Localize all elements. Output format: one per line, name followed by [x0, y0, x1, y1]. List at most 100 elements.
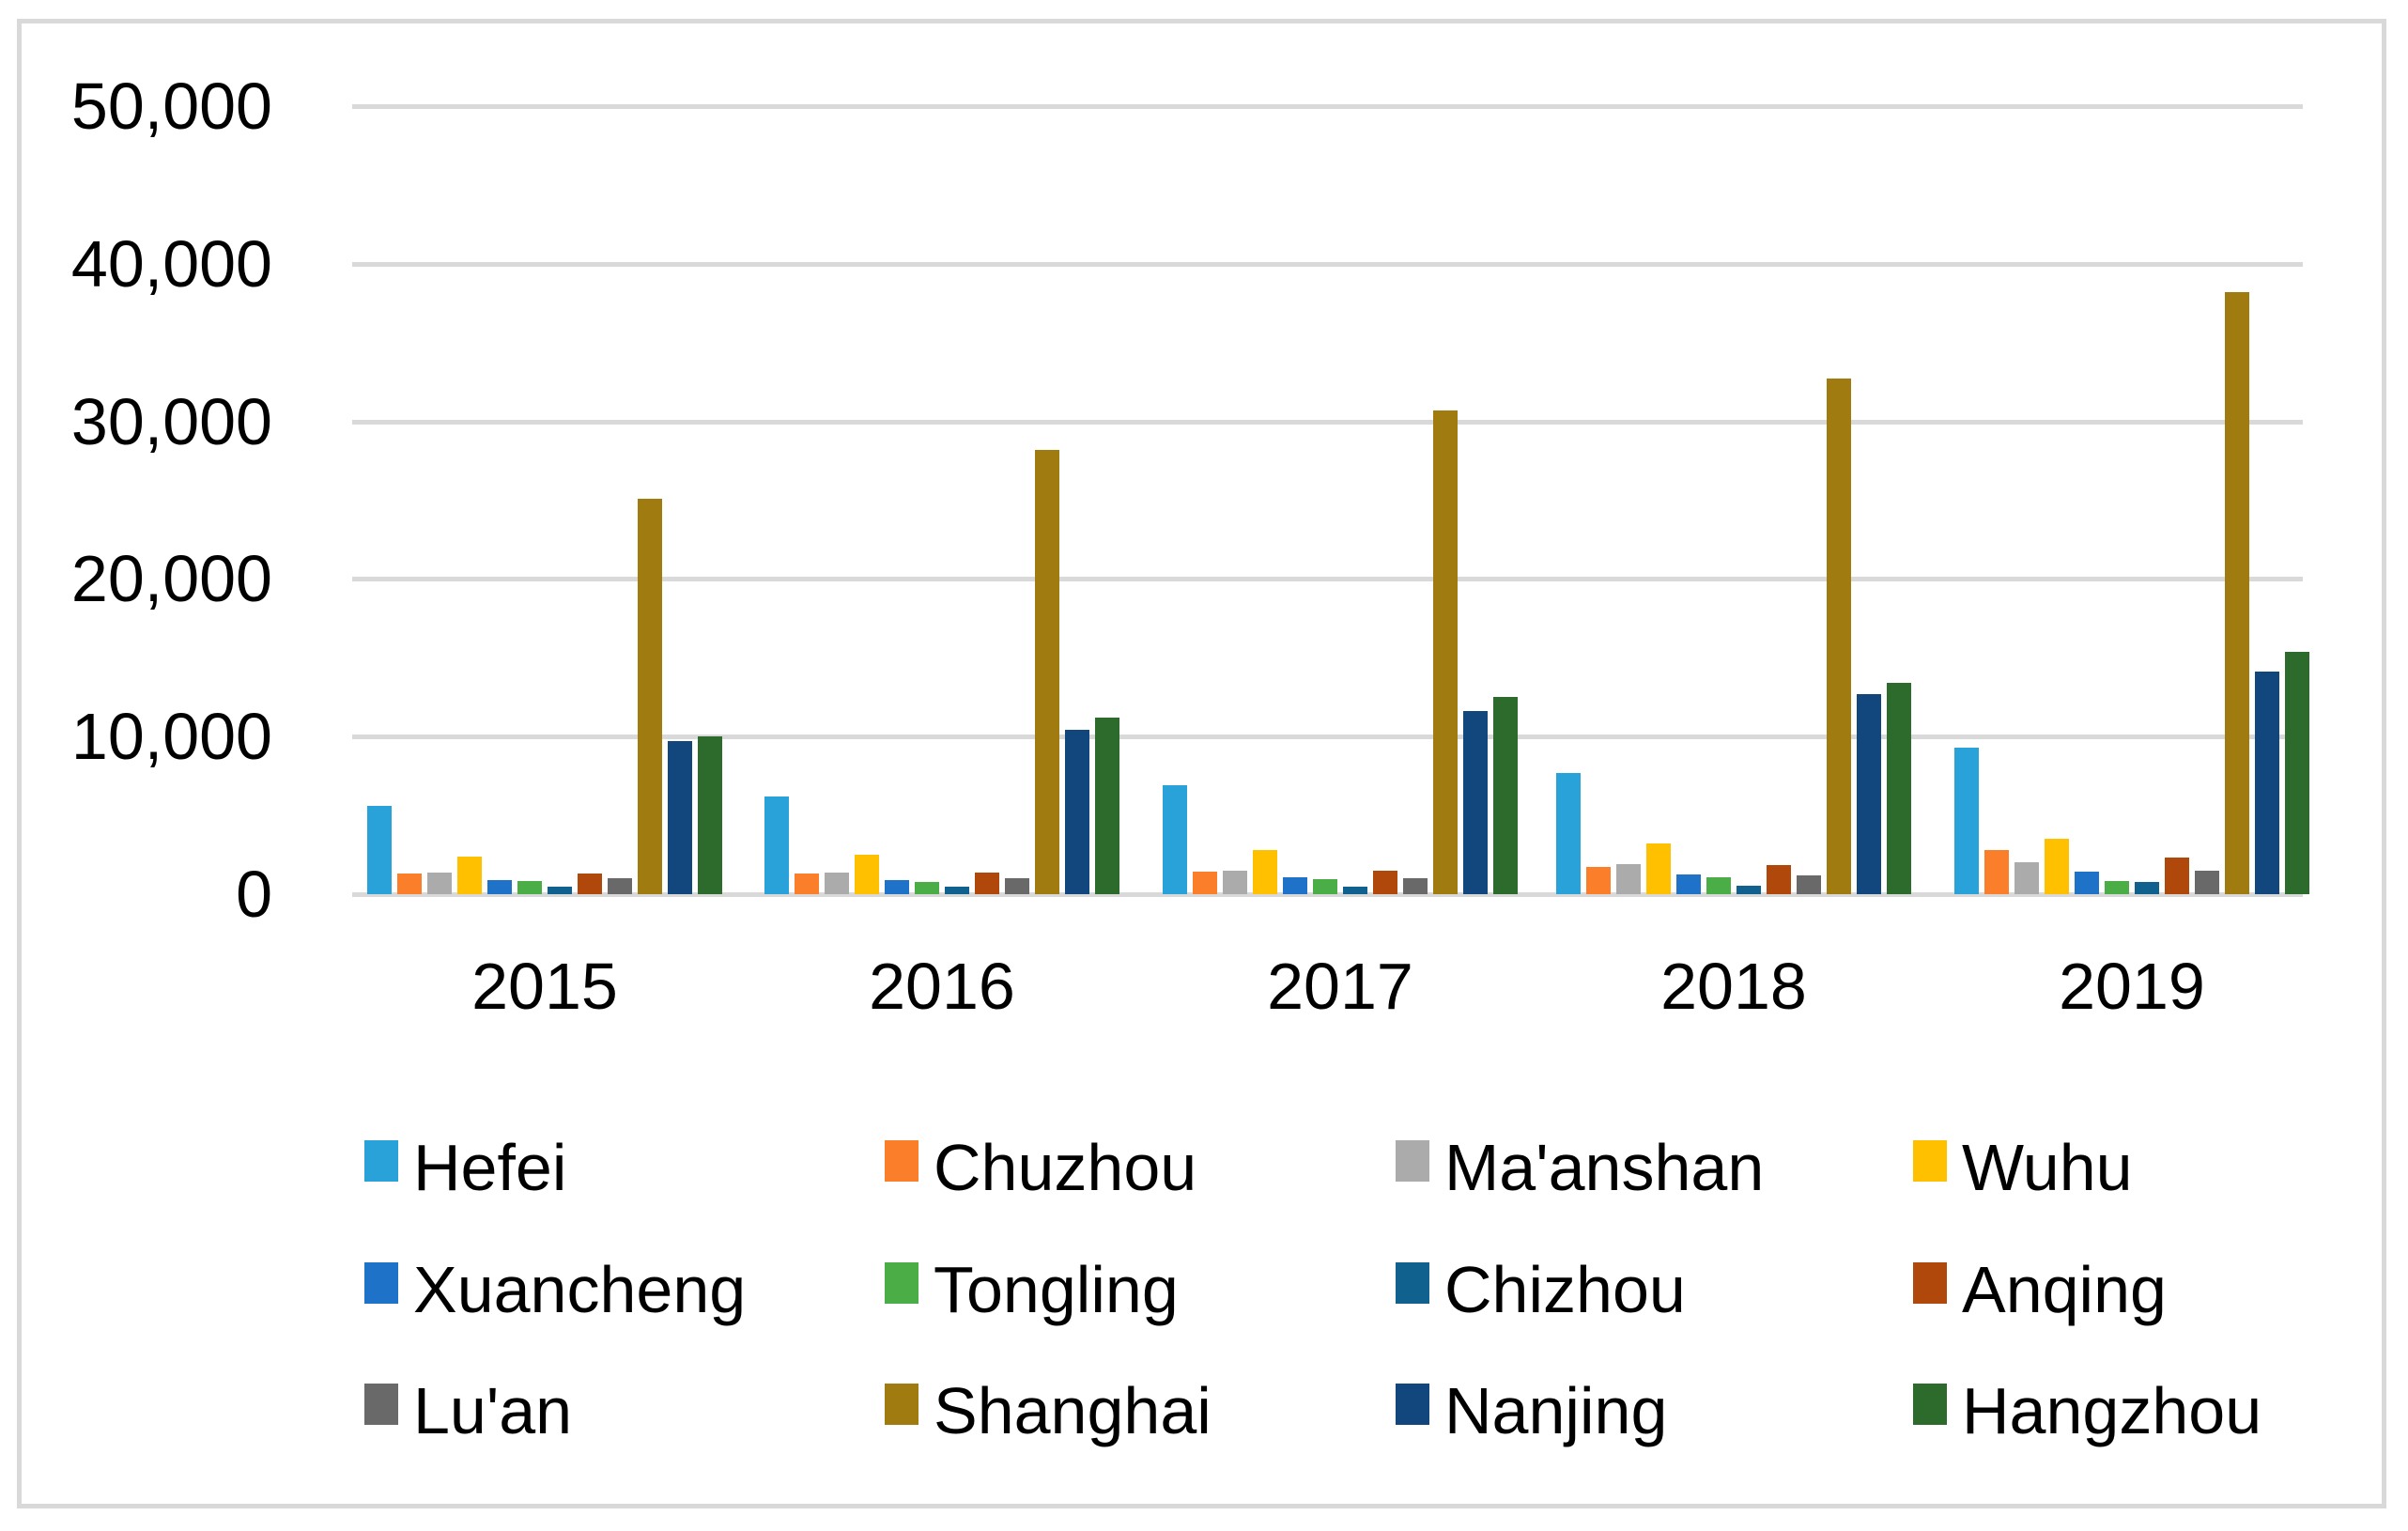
x-axis-tick-label: 2015 [471, 950, 618, 1023]
bar-chizhou-2017 [1343, 887, 1367, 894]
legend-label: Tongling [934, 1253, 1179, 1326]
gridline [352, 577, 2303, 582]
bar-wuhu-2019 [2045, 839, 2069, 894]
bar-shanghai-2017 [1433, 410, 1458, 894]
y-axis-tick-label: 0 [236, 858, 272, 931]
bar-tongling-2017 [1313, 879, 1337, 894]
bar-nanjing-2017 [1463, 711, 1488, 894]
gridline [352, 419, 2303, 425]
bar-chizhou-2015 [548, 887, 572, 894]
legend-swatch-icon [1913, 1262, 1947, 1304]
bar-wuhu-2016 [855, 855, 879, 894]
bar-shanghai-2019 [2225, 292, 2249, 894]
bar-nanjing-2016 [1065, 730, 1089, 894]
bar-hefei-2016 [764, 796, 789, 894]
legend-label: Nanjing [1444, 1374, 1668, 1447]
bar-hangzhou-2015 [698, 736, 722, 894]
bar-maanshan-2015 [427, 873, 452, 894]
x-axis-tick-label: 2017 [1267, 950, 1413, 1023]
legend-label: Shanghai [934, 1374, 1212, 1447]
legend-swatch-icon [1913, 1140, 1947, 1182]
bar-chuzhou-2016 [795, 874, 819, 894]
bar-chuzhou-2017 [1193, 872, 1217, 894]
bar-tongling-2019 [2105, 881, 2129, 894]
legend-label: Ma'anshan [1444, 1131, 1765, 1204]
bar-anqing-2015 [578, 874, 602, 894]
bar-tongling-2015 [517, 881, 542, 894]
bar-chuzhou-2019 [1984, 850, 2009, 894]
bar-nanjing-2015 [668, 741, 692, 894]
gridline [352, 104, 2303, 109]
bar-luan-2018 [1797, 875, 1821, 894]
bar-anqing-2019 [2165, 858, 2189, 894]
bar-luan-2016 [1005, 878, 1029, 894]
bar-hangzhou-2019 [2285, 652, 2309, 894]
y-axis-tick-label: 40,000 [70, 226, 272, 301]
bar-chuzhou-2015 [397, 874, 422, 894]
bar-hefei-2015 [367, 806, 392, 894]
legend-swatch-icon [885, 1140, 918, 1182]
bar-wuhu-2015 [457, 857, 482, 894]
legend-swatch-icon [364, 1384, 398, 1425]
gridline [352, 261, 2303, 267]
x-axis-tick-label: 2016 [869, 950, 1015, 1023]
legend-label: Chizhou [1444, 1253, 1686, 1326]
legend-label: Chuzhou [934, 1131, 1197, 1204]
bar-maanshan-2017 [1223, 871, 1247, 894]
bar-shanghai-2015 [638, 499, 662, 894]
bar-xuancheng-2017 [1283, 877, 1307, 894]
bar-xuancheng-2018 [1676, 874, 1701, 894]
bar-xuancheng-2016 [885, 880, 909, 894]
legend-label: Anqing [1962, 1253, 2167, 1326]
x-axis-tick-label: 2019 [2059, 950, 2205, 1023]
bar-anqing-2018 [1767, 865, 1791, 894]
bar-maanshan-2019 [2014, 862, 2039, 894]
bar-hangzhou-2018 [1887, 683, 1911, 894]
legend-swatch-icon [885, 1262, 918, 1304]
legend-label: Hangzhou [1962, 1374, 2262, 1447]
bar-anqing-2016 [975, 873, 999, 894]
bar-nanjing-2018 [1857, 694, 1881, 894]
y-axis-tick-label: 10,000 [70, 700, 272, 774]
bar-anqing-2017 [1373, 871, 1397, 894]
gridline [352, 892, 2303, 897]
legend-swatch-icon [1913, 1384, 1947, 1425]
bar-hefei-2019 [1954, 748, 1979, 894]
y-axis-tick-label: 50,000 [70, 70, 272, 143]
legend-swatch-icon [364, 1140, 398, 1182]
bar-wuhu-2018 [1646, 843, 1671, 894]
bar-wuhu-2017 [1253, 850, 1277, 894]
chart-border [17, 19, 2386, 1508]
bar-shanghai-2016 [1035, 450, 1059, 894]
legend-label: Lu'an [413, 1374, 573, 1447]
legend-label: Wuhu [1962, 1131, 2133, 1204]
bar-maanshan-2016 [825, 873, 849, 894]
bar-tongling-2016 [915, 882, 939, 894]
legend-swatch-icon [1396, 1262, 1429, 1304]
legend-label: Xuancheng [413, 1253, 747, 1326]
bar-chizhou-2019 [2135, 882, 2159, 894]
bar-shanghai-2018 [1827, 379, 1851, 894]
bar-hefei-2017 [1163, 785, 1187, 894]
legend-swatch-icon [1396, 1140, 1429, 1182]
bar-xuancheng-2019 [2075, 872, 2099, 894]
legend-swatch-icon [1396, 1384, 1429, 1425]
gridline [352, 735, 2303, 740]
bar-luan-2015 [608, 878, 632, 894]
legend-swatch-icon [364, 1262, 398, 1304]
bar-hangzhou-2016 [1095, 718, 1119, 894]
y-axis-tick-label: 30,000 [70, 384, 272, 458]
bar-luan-2017 [1403, 878, 1428, 894]
bar-hefei-2018 [1556, 773, 1581, 894]
y-axis-tick-label: 20,000 [70, 542, 272, 616]
bar-chizhou-2018 [1737, 886, 1761, 894]
bar-hangzhou-2017 [1493, 697, 1518, 894]
bar-tongling-2018 [1706, 877, 1731, 894]
bar-nanjing-2019 [2255, 672, 2279, 894]
bar-maanshan-2018 [1616, 864, 1641, 894]
bar-chizhou-2016 [945, 887, 969, 894]
x-axis-tick-label: 2018 [1660, 950, 1807, 1023]
bar-xuancheng-2015 [487, 880, 512, 894]
legend-swatch-icon [885, 1384, 918, 1425]
